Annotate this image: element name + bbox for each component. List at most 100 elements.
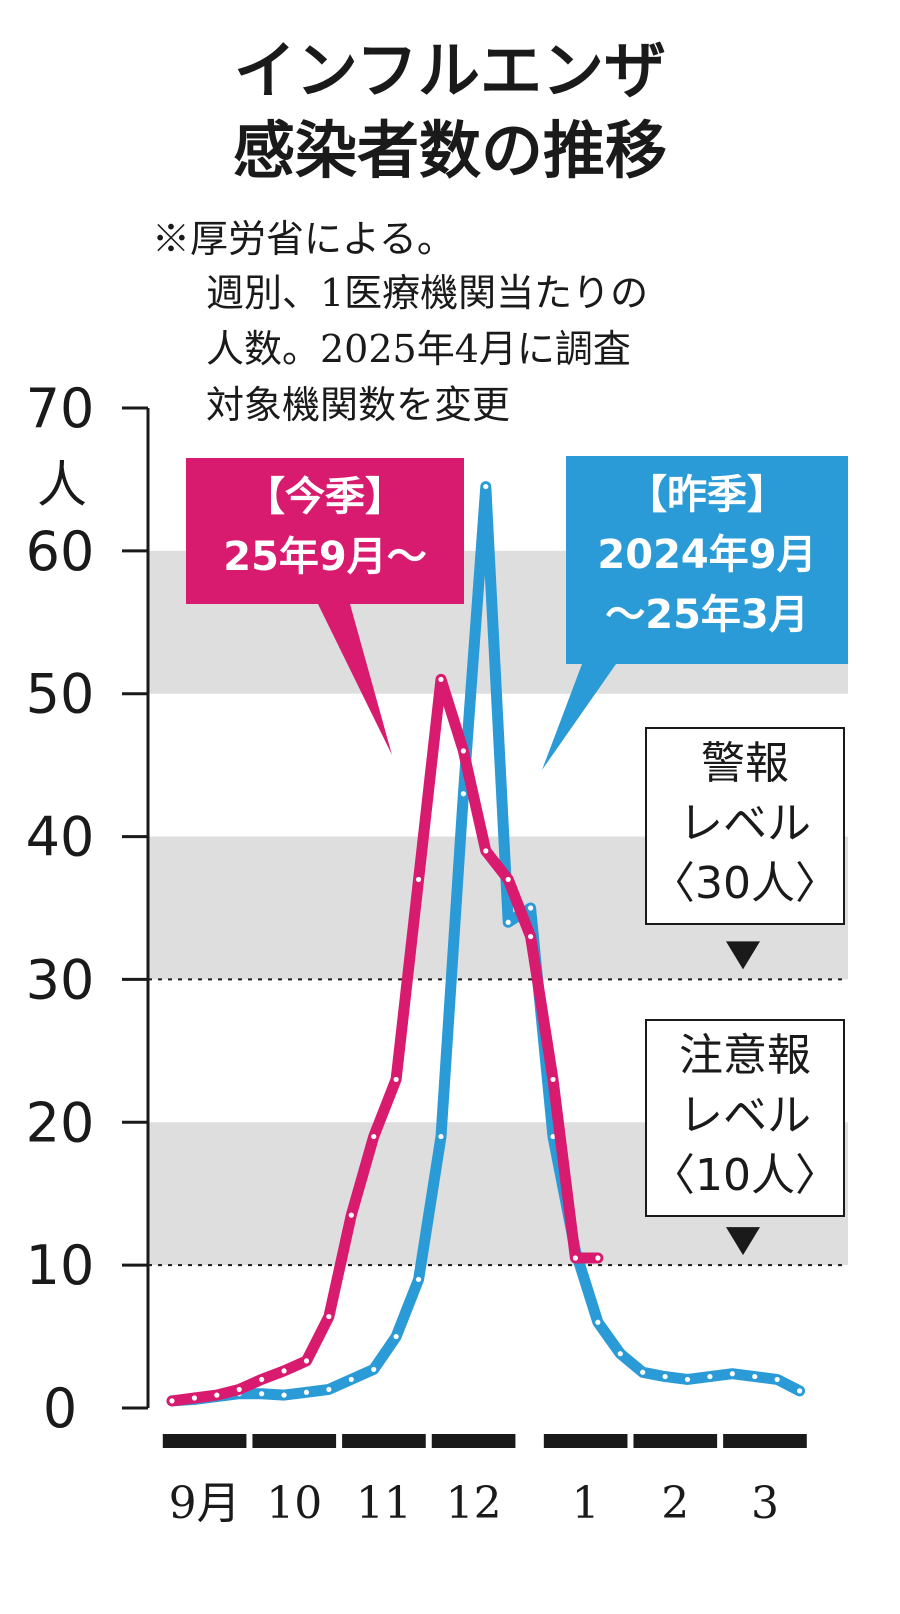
series-0-point-15 (505, 876, 511, 883)
series-lines (166, 481, 806, 1407)
chart-title-line-2: 感染者数の推移 (233, 114, 667, 187)
series-callouts: 【今季】 25年9月～ 【昨季】 2024年9月 ～25年3月 (186, 456, 848, 770)
series-1-point-11 (415, 1276, 422, 1283)
month-label-1: 10 (266, 1478, 322, 1529)
series-1-point-14 (483, 483, 489, 490)
y-unit-label: 人 (37, 456, 87, 514)
y-axis: 0 10 20 30 40 50 60 70 (26, 377, 150, 1440)
series-0-point-13 (460, 748, 466, 754)
series-1-point-17 (550, 1133, 556, 1140)
month-label-5: 2 (661, 1478, 689, 1529)
series-1-point-21 (640, 1369, 646, 1375)
threshold-label-1-line-2: 〈10人〉 (651, 1150, 839, 1201)
series-0-point-6 (303, 1358, 310, 1364)
series-1-point-19 (595, 1319, 601, 1325)
threshold-label-0-line-0: 警報 (701, 738, 789, 789)
series-1-point-5 (281, 1392, 287, 1398)
series-1-point-15 (505, 919, 511, 925)
chart-title-line-1: インフルエンザ (234, 34, 666, 107)
month-bar-5 (633, 1434, 718, 1448)
series-0-point-10 (393, 1076, 399, 1083)
y-tick-label-2: 20 (26, 1091, 95, 1154)
threshold-arrow-0 (726, 941, 760, 970)
callout-previous-line-2: ～25年3月 (605, 592, 809, 638)
month-label-4: 1 (572, 1478, 600, 1529)
threshold-label-0-line-2: 〈30人〉 (651, 858, 839, 909)
callout-current-line-0: 【今季】 (245, 474, 405, 520)
threshold-label-1-line-1: レベル (679, 1090, 811, 1141)
month-bar-3 (431, 1434, 516, 1448)
series-1-point-10 (393, 1333, 399, 1340)
series-0-point-14 (483, 848, 489, 854)
series-1-point-8 (348, 1376, 354, 1383)
month-bar-4 (543, 1434, 628, 1448)
y-tick-label-3: 30 (26, 948, 95, 1011)
series-0-point-9 (371, 1133, 377, 1140)
month-bar-6 (723, 1434, 807, 1448)
threshold-label-0-line-1: レベル (679, 798, 811, 849)
note-line-3: 人数。2025年4月に調査 (206, 327, 631, 371)
series-1-point-7 (326, 1386, 332, 1393)
callout-previous-line-0: 【昨季】 (627, 472, 787, 518)
series-1-point-16 (528, 905, 534, 911)
series-1-point-12 (438, 1133, 444, 1140)
series-1-point-6 (303, 1389, 310, 1395)
y-tick-label-1: 10 (26, 1234, 95, 1297)
threshold-box-1 (645, 1019, 845, 1217)
callout-previous-line-1: 2024年9月 (597, 532, 816, 578)
series-0-point-1 (191, 1395, 198, 1401)
callout-box-previous (566, 456, 848, 664)
series-1-point-26 (752, 1373, 758, 1380)
note-line-4: 対象機関数を変更 (206, 383, 510, 427)
series-0-point-12 (438, 676, 444, 683)
y-tick-label-4: 40 (26, 806, 95, 869)
threshold-box-0 (645, 727, 845, 925)
threshold-lines (148, 978, 848, 1267)
y-tick-label-6: 60 (26, 520, 95, 583)
y-tick-label-0: 0 (43, 1377, 77, 1440)
series-1-point-4 (259, 1391, 265, 1397)
series-1-point-27 (774, 1376, 780, 1383)
series-1-point-9 (371, 1366, 377, 1373)
series-1-point-28 (796, 1388, 803, 1394)
series-0-point-4 (259, 1376, 265, 1383)
series-0-point-8 (348, 1212, 354, 1218)
series-1-point-22 (662, 1373, 668, 1380)
note-line-1: ※厚労省による。 (152, 217, 455, 261)
series-1-point-25 (729, 1371, 735, 1377)
series-0-point-17 (550, 1076, 556, 1083)
series-1-point-24 (707, 1373, 713, 1380)
x-axis: 9月 10 11 12 1 2 3 (162, 1434, 807, 1529)
y-tick-label-7: 70 (26, 377, 95, 440)
month-label-3: 12 (446, 1478, 502, 1529)
series-0-point-5 (281, 1368, 287, 1374)
series-0-point-18 (572, 1255, 579, 1261)
month-label-2: 11 (356, 1478, 412, 1529)
callout-box-current (186, 458, 464, 604)
threshold-arrow-1 (726, 1227, 760, 1256)
series-0-point-0 (169, 1398, 175, 1404)
series-line-0 (166, 673, 604, 1407)
series-1-point-23 (684, 1376, 691, 1383)
series-0-point-3 (236, 1386, 242, 1393)
month-bar-1 (252, 1434, 337, 1448)
month-label-0: 9月 (169, 1478, 241, 1529)
series-1-point-20 (617, 1351, 623, 1357)
y-tick-label-5: 50 (26, 663, 95, 726)
note-line-2: 週別、1医療機関当たりの (206, 271, 648, 315)
month-bar-2 (342, 1434, 426, 1448)
series-0-point-11 (415, 876, 422, 883)
threshold-label-1-line-0: 注意報 (679, 1030, 811, 1081)
series-1-point-13 (460, 791, 466, 797)
callout-current-line-1: 25年9月～ (223, 534, 427, 580)
series-0-point-16 (528, 933, 534, 940)
series-0-point-2 (214, 1392, 220, 1398)
callout-pointer-current (318, 604, 392, 755)
callout-pointer-previous (542, 664, 616, 770)
month-bar-0 (162, 1434, 247, 1448)
series-0-point-7 (326, 1313, 332, 1320)
series-0-point-19 (595, 1255, 601, 1261)
month-label-6: 3 (751, 1478, 779, 1529)
